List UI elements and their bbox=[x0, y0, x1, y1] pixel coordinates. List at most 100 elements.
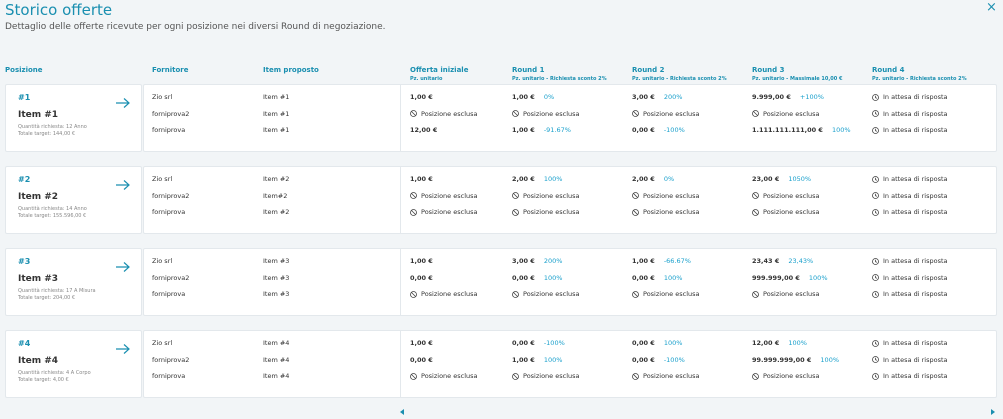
price: 23,43 € bbox=[752, 257, 780, 265]
col-header: Fornitore bbox=[152, 66, 189, 74]
item: Item #4 bbox=[263, 355, 290, 364]
excluded-icon bbox=[752, 372, 759, 380]
target: Totale target: 155.596,00 € bbox=[18, 213, 87, 219]
cell: In attesa di risposta bbox=[872, 208, 948, 216]
cell: Posizione esclusa bbox=[632, 372, 700, 380]
clock-icon bbox=[872, 290, 879, 298]
price: 999.999,00 € bbox=[752, 273, 800, 282]
cell: 2,00 € 100% bbox=[512, 175, 562, 183]
status: Posizione esclusa bbox=[523, 109, 580, 118]
supplier: forniprova bbox=[152, 372, 186, 380]
status: Posizione esclusa bbox=[643, 372, 700, 380]
cell: 0,00 € -100% bbox=[512, 339, 565, 347]
supplier: forniprova2 bbox=[152, 109, 190, 118]
price: 0,00 € bbox=[512, 273, 535, 282]
cell: 0,00 € 100% bbox=[632, 274, 682, 282]
cell: 3,00 € 200% bbox=[632, 93, 682, 101]
col-subheader: Pz. unitario - Richiesta sconto 2% bbox=[872, 76, 967, 82]
item-name: Item #2 bbox=[18, 192, 59, 202]
arrow bbox=[116, 175, 130, 194]
price: 1,00 € bbox=[512, 93, 535, 101]
clock-icon bbox=[872, 257, 879, 265]
change: 100% bbox=[808, 273, 828, 282]
cell: In attesa di risposta bbox=[872, 372, 948, 380]
status: In attesa di risposta bbox=[883, 93, 948, 101]
item: Item #1 bbox=[263, 109, 290, 118]
offers-card bbox=[143, 330, 997, 398]
status: Posizione esclusa bbox=[763, 109, 820, 118]
position-card bbox=[5, 248, 142, 316]
scrollbar[interactable] bbox=[400, 400, 995, 415]
excluded-icon bbox=[752, 192, 759, 199]
change: +100% bbox=[799, 93, 824, 101]
position: #3 bbox=[18, 257, 31, 266]
status: Posizione esclusa bbox=[643, 208, 700, 216]
cell: Posizione esclusa bbox=[512, 192, 580, 200]
col-subheader: Pz. unitario bbox=[410, 76, 443, 82]
cell: In attesa di risposta bbox=[872, 290, 948, 298]
clock-icon bbox=[872, 208, 879, 216]
status: Posizione esclusa bbox=[421, 290, 478, 298]
status: Posizione esclusa bbox=[421, 191, 478, 200]
cell: 1,00 € bbox=[410, 339, 433, 347]
position: #1 bbox=[18, 93, 31, 102]
close-button[interactable]: × bbox=[986, 0, 997, 15]
position-card bbox=[5, 166, 142, 234]
price: 1,00 € bbox=[410, 175, 433, 183]
item: Item#2 bbox=[263, 191, 288, 200]
clock-icon bbox=[872, 356, 879, 363]
excluded-icon bbox=[752, 290, 759, 298]
status: Posizione esclusa bbox=[763, 372, 820, 380]
price: 1,00 € bbox=[410, 257, 433, 265]
excluded-icon bbox=[512, 290, 519, 298]
cell: Posizione esclusa bbox=[410, 110, 478, 118]
position-card bbox=[5, 330, 142, 398]
change: -91.67% bbox=[543, 126, 571, 134]
status: Posizione esclusa bbox=[421, 109, 478, 118]
cell: Posizione esclusa bbox=[752, 192, 820, 200]
price: 0,00 € bbox=[632, 126, 655, 134]
clock-icon bbox=[872, 110, 879, 117]
change: -66.67% bbox=[663, 257, 691, 265]
excluded-icon bbox=[632, 290, 639, 298]
excluded-icon bbox=[752, 110, 759, 117]
quantity: Quantità richiesta: 17 A Misura bbox=[18, 288, 96, 294]
position: #4 bbox=[18, 339, 31, 348]
item: Item #3 bbox=[263, 273, 290, 282]
arrow bbox=[116, 339, 130, 358]
cell: Posizione esclusa bbox=[752, 208, 820, 216]
cell: Posizione esclusa bbox=[410, 372, 478, 380]
col-subheader: Pz. unitario - Massimale 10,00 € bbox=[752, 76, 843, 82]
cell: 1,00 € bbox=[410, 175, 433, 183]
cell: In attesa di risposta bbox=[872, 175, 948, 183]
cell: 99.999.999,00 € 100% bbox=[752, 356, 839, 364]
cell: 1.111.111.111,00 € 100% bbox=[752, 126, 851, 134]
clock-icon bbox=[872, 175, 879, 183]
cell: In attesa di risposta bbox=[872, 257, 948, 265]
excluded-icon bbox=[512, 208, 519, 216]
cell: 1,00 € 0% bbox=[512, 93, 554, 101]
supplier: Zio srl bbox=[152, 339, 173, 347]
cell: Posizione esclusa bbox=[752, 372, 820, 380]
change: 100% bbox=[831, 126, 851, 134]
change: 200% bbox=[663, 93, 683, 101]
cell: 2,00 € 0% bbox=[632, 175, 674, 183]
cell: Posizione esclusa bbox=[512, 208, 580, 216]
status: In attesa di risposta bbox=[883, 355, 948, 364]
item: Item #1 bbox=[263, 93, 290, 101]
status: In attesa di risposta bbox=[883, 208, 948, 216]
cell: Posizione esclusa bbox=[752, 110, 820, 118]
cell: 0,00 € 100% bbox=[512, 274, 562, 282]
position-card bbox=[5, 84, 142, 152]
status: Posizione esclusa bbox=[763, 208, 820, 216]
change: 0% bbox=[543, 93, 555, 101]
cell: Posizione esclusa bbox=[632, 192, 700, 200]
status: In attesa di risposta bbox=[883, 109, 948, 118]
cell: 23,00 € 1050% bbox=[752, 175, 811, 183]
change: 100% bbox=[543, 355, 563, 364]
cell: 0,00 € -100% bbox=[632, 126, 685, 134]
quantity: Quantità richiesta: 14 Anno bbox=[18, 206, 87, 212]
item: Item #1 bbox=[263, 126, 290, 134]
price: 0,00 € bbox=[512, 339, 535, 347]
status: In attesa di risposta bbox=[883, 339, 948, 347]
